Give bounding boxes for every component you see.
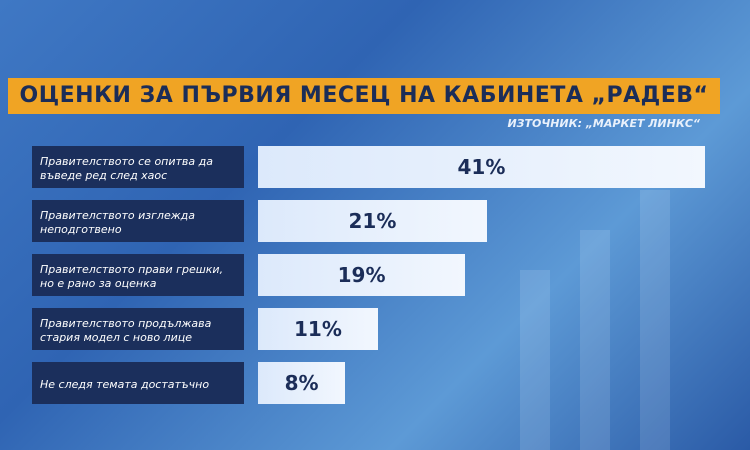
value-label: 21% [348, 209, 397, 233]
value-label: 11% [294, 317, 342, 341]
bar [258, 254, 466, 296]
category-label: Не следя темата достатъчно [32, 362, 244, 404]
value-label: 41% [457, 155, 506, 179]
decoration [520, 270, 550, 450]
value-label: 19% [337, 263, 386, 287]
bar [258, 362, 346, 404]
category-label: Правителството се опитва да въведе ред с… [32, 146, 244, 188]
category-label: Правителството изглежда неподготвено [32, 200, 244, 242]
bar [258, 200, 487, 242]
title: ОЦЕНКИ ЗА ПЪРВИЯ МЕСЕЦ НА КАБИНЕТА „РАДЕ… [8, 78, 720, 114]
bar [258, 146, 705, 188]
decoration [580, 230, 610, 450]
bar [258, 308, 378, 350]
category-label: Правителството продължава стария модел с… [32, 308, 244, 350]
decoration [640, 190, 670, 450]
value-label: 8% [284, 371, 319, 395]
source: ИЗТОЧНИК: „МАРКЕТ ЛИНКС“ [507, 117, 700, 130]
category-label: Правителството прави грешки, но е рано з… [32, 254, 244, 296]
